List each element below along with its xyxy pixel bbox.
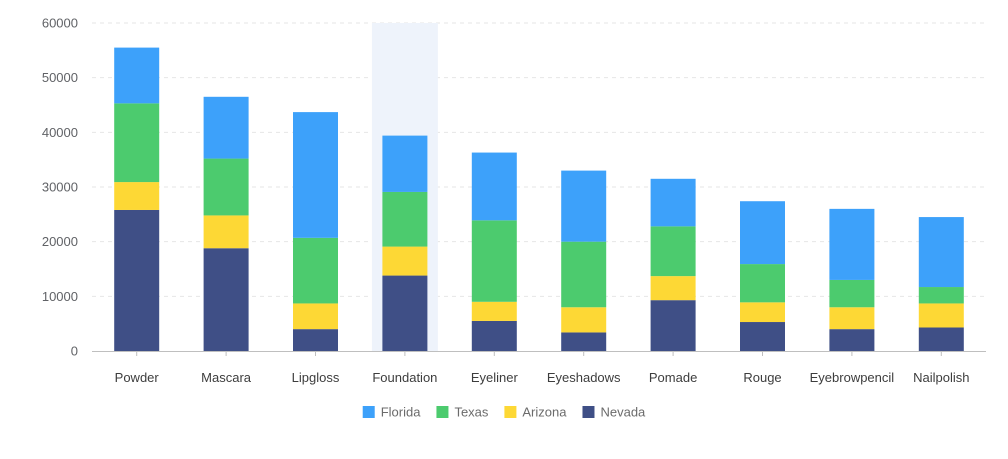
x-tick-label-pomade: Pomade (649, 370, 697, 385)
bar-eyeshadows-nevada[interactable] (561, 332, 607, 351)
x-tick-label-eyeshadows: Eyeshadows (547, 370, 621, 385)
legend-item-nevada[interactable]: Nevada (582, 405, 646, 420)
bar-lipgloss-arizona[interactable] (293, 303, 338, 330)
bar-rouge-arizona[interactable] (740, 302, 785, 323)
x-tick-label-eyebrowpencil: Eyebrowpencil (810, 370, 895, 385)
bar-powder-arizona[interactable] (114, 182, 160, 210)
axes: 0 10000 20000 30000 40000 50000 60000 Powder Mas… (42, 16, 986, 385)
y-tick-label: 0 (71, 344, 78, 359)
bars-layer (114, 47, 964, 351)
bar-pomade-texas[interactable] (650, 226, 696, 277)
bar-eyebrowpencil-arizona[interactable] (829, 307, 875, 330)
legend-swatch-texas (436, 406, 449, 418)
bar-foundation-florida[interactable] (382, 135, 428, 192)
legend-item-texas[interactable]: Texas (436, 405, 489, 420)
x-tick-label-eyeliner: Eyeliner (471, 370, 519, 385)
bar-eyeliner-arizona[interactable] (471, 301, 517, 321)
bar-pomade-nevada[interactable] (650, 300, 696, 351)
bar-eyeliner-florida[interactable] (471, 152, 517, 221)
bar-rouge-texas[interactable] (740, 264, 785, 303)
bar-rouge-florida[interactable] (740, 201, 785, 265)
bar-rouge-nevada[interactable] (740, 322, 785, 351)
bar-mascara-nevada[interactable] (203, 248, 249, 351)
legend-item-arizona[interactable]: Arizona (504, 405, 567, 420)
bar-eyeshadows-florida[interactable] (561, 170, 607, 242)
bar-powder-nevada[interactable] (114, 209, 160, 351)
bar-eyebrowpencil-nevada[interactable] (829, 329, 875, 351)
bar-mascara-arizona[interactable] (203, 215, 249, 249)
y-tick-label: 40000 (42, 125, 78, 140)
bar-foundation-texas[interactable] (382, 191, 428, 247)
bar-lipgloss-texas[interactable] (293, 237, 338, 304)
x-tick-label-nailpolish: Nailpolish (913, 370, 969, 385)
bar-eyeshadows-texas[interactable] (561, 241, 607, 308)
legend: Florida Texas Arizona Nevada (362, 405, 646, 420)
legend-swatch-florida (362, 406, 375, 418)
bar-powder-florida[interactable] (114, 47, 160, 104)
bar-mascara-texas[interactable] (203, 158, 249, 216)
legend-label-arizona: Arizona (522, 405, 567, 420)
x-tick-label-foundation: Foundation (372, 370, 437, 385)
y-tick-label: 10000 (42, 289, 78, 304)
legend-item-florida[interactable]: Florida (362, 405, 422, 420)
bar-eyebrowpencil-texas[interactable] (829, 279, 875, 308)
y-tick-label: 50000 (42, 70, 78, 85)
legend-swatch-arizona (504, 406, 517, 418)
x-tick-label-rouge: Rouge (743, 370, 781, 385)
y-tick-label: 60000 (42, 16, 78, 31)
bar-powder-texas[interactable] (114, 103, 160, 183)
legend-swatch-nevada (582, 406, 595, 418)
bar-pomade-florida[interactable] (650, 178, 696, 227)
x-tick-label-lipgloss: Lipgloss (292, 370, 340, 385)
bar-lipgloss-florida[interactable] (293, 112, 338, 238)
bar-eyebrowpencil-florida[interactable] (829, 208, 875, 280)
bar-eyeliner-texas[interactable] (471, 220, 517, 302)
x-tick-label-powder: Powder (115, 370, 160, 385)
bar-foundation-nevada[interactable] (382, 275, 428, 351)
x-tick-label-mascara: Mascara (201, 370, 252, 385)
y-tick-label: 20000 (42, 234, 78, 249)
bar-foundation-arizona[interactable] (382, 246, 428, 276)
legend-label-florida: Florida (381, 405, 422, 420)
bar-nailpolish-texas[interactable] (918, 287, 964, 304)
legend-label-nevada: Nevada (600, 405, 646, 420)
bar-nailpolish-nevada[interactable] (918, 327, 964, 351)
bar-nailpolish-florida[interactable] (918, 217, 964, 288)
legend-label-texas: Texas (454, 405, 488, 420)
bar-eyeshadows-arizona[interactable] (561, 307, 607, 333)
y-tick-label: 30000 (42, 180, 78, 195)
bar-nailpolish-arizona[interactable] (918, 303, 964, 328)
bar-mascara-florida[interactable] (203, 96, 249, 159)
bar-pomade-arizona[interactable] (650, 276, 696, 301)
bar-lipgloss-nevada[interactable] (293, 329, 338, 351)
bar-eyeliner-nevada[interactable] (471, 320, 517, 351)
